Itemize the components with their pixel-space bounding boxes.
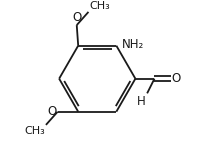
Text: H: H — [137, 95, 146, 108]
Text: CH₃: CH₃ — [89, 1, 110, 11]
Text: CH₃: CH₃ — [24, 126, 45, 136]
Text: O: O — [48, 105, 57, 118]
Text: O: O — [171, 72, 181, 85]
Text: NH₂: NH₂ — [121, 38, 144, 51]
Text: O: O — [72, 11, 81, 24]
